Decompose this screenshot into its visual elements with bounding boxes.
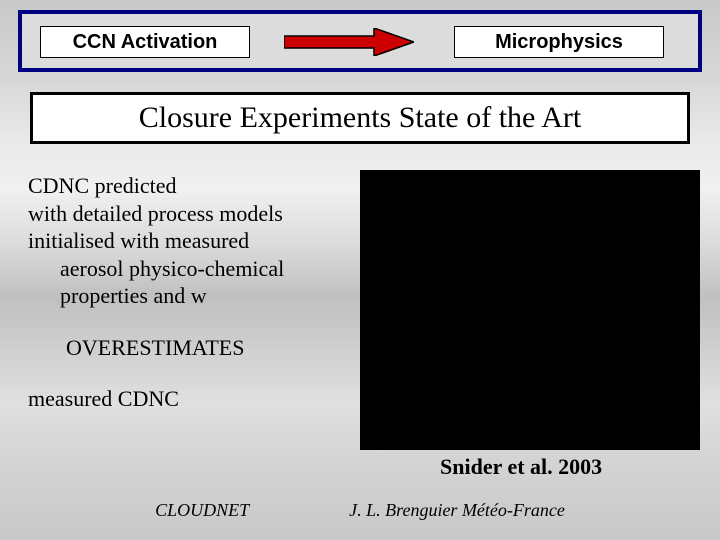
measured-cdnc-label: measured CDNC [28, 385, 358, 413]
text-block: CDNC predicted with detailed process mod… [28, 172, 358, 413]
overestimates-label: OVERESTIMATES [66, 334, 358, 362]
text-line-1: CDNC predicted [28, 172, 358, 200]
closure-title-box: Closure Experiments State of the Art [30, 92, 690, 144]
arrow-shape [284, 28, 414, 56]
text-line-2: with detailed process models [28, 200, 358, 228]
footer-author: J. L. Brenguier Météo-France [349, 500, 565, 521]
citation-text: Snider et al. 2003 [440, 454, 602, 480]
closure-title: Closure Experiments State of the Art [139, 101, 581, 135]
chart-panel [360, 170, 700, 450]
text-line-5: properties and w [60, 282, 358, 310]
text-line-3: initialised with measured [28, 227, 358, 255]
header-bar: CCN Activation Microphysics [18, 10, 702, 72]
text-line-4: aerosol physico-chemical [60, 255, 358, 283]
data-point-0 [611, 195, 621, 205]
ccn-activation-label: CCN Activation [73, 31, 218, 54]
microphysics-box: Microphysics [454, 26, 664, 58]
ccn-activation-box: CCN Activation [40, 26, 250, 58]
data-point-2 [611, 345, 621, 355]
data-point-1 [611, 269, 621, 279]
footer-cloudnet: CLOUDNET [155, 500, 249, 521]
microphysics-label: Microphysics [495, 31, 623, 54]
arrow-icon [284, 28, 414, 56]
footer: CLOUDNET J. L. Brenguier Météo-France [0, 500, 720, 521]
